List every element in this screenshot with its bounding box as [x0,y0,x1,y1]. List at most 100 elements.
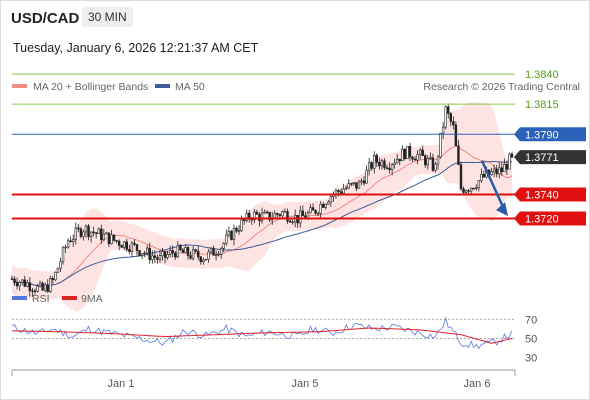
candle-body [327,201,330,205]
candle [301,205,305,216]
candle-body [245,212,248,221]
candle-body [194,249,197,252]
candle [362,176,366,186]
ma50-line [11,161,513,287]
candle-body [143,252,146,255]
candle [413,156,417,161]
candle-body [286,211,289,222]
candle [324,203,327,210]
candle-body [467,190,470,192]
level-1-3790-tag [514,127,586,142]
candle-body [347,183,350,189]
candle [43,282,47,293]
candle [21,279,24,286]
candle-body [10,278,14,280]
candle-body [18,282,21,287]
candle [31,288,34,297]
ma50-legend-swatch [155,84,170,88]
candle [33,288,37,295]
candle-body [350,183,353,185]
candle-body [227,230,231,236]
candle [390,163,394,176]
candle [375,153,378,168]
candle-body [452,121,455,126]
candle [153,250,157,263]
candle [120,244,123,248]
key-levels: 1.3840 1.3815 1.3790 1.3740 1.3720 1.3771 [12,69,586,226]
candle [411,155,414,163]
candle-body [46,284,49,292]
candle [431,153,435,173]
candle-body [288,220,292,223]
candle-body [161,251,164,256]
candle-body [163,251,167,258]
candle [286,208,289,224]
candle-body [105,232,108,235]
candle-body [322,203,325,208]
candle-body [176,244,180,258]
candle-body [436,156,440,165]
candle-body [342,188,345,194]
candle-body [49,278,52,292]
candle [69,236,72,243]
candle-body [505,164,509,170]
candle-body [237,230,241,232]
candle-body [263,211,266,214]
candle-body [352,182,356,184]
candle [26,279,29,288]
candle-body [299,210,302,224]
candle [105,231,108,235]
candle [125,238,128,252]
candle [128,244,131,255]
candle-body [380,160,384,167]
candle [23,275,26,288]
candle [212,245,215,256]
candle-body [444,106,447,128]
ma20-legend-swatch [12,84,27,88]
rsi-legend-label: RSI [32,293,50,305]
candle-body [454,124,458,147]
candle [329,194,333,207]
candle-body [212,247,215,256]
candle-body [462,188,465,193]
candle [82,229,85,241]
candle-body [140,253,144,256]
candle-body [107,232,111,245]
candle-body [413,158,417,161]
candle-body [373,155,376,169]
candle [64,244,67,253]
candle [401,145,404,162]
candle-body [72,238,75,242]
candle [94,232,98,239]
candle [467,188,470,194]
candle [421,145,424,157]
candle [245,209,248,223]
candle [191,246,195,261]
candle [100,224,103,244]
current-price-tag [514,150,586,165]
candle [490,167,493,176]
candle-body [378,161,381,167]
candle-body [388,167,391,171]
candle-body [89,231,93,238]
candle [255,209,259,215]
candle-body [418,149,422,155]
candle-body [421,149,424,157]
candle [18,280,21,291]
candle-body [82,231,85,237]
timeframe-badge[interactable]: 30 MIN [82,7,133,27]
candle-body [355,182,358,189]
candle [151,250,154,264]
candle [209,247,213,255]
candle-body [181,249,185,253]
candle-body [260,212,264,222]
candle-body [214,254,218,256]
level-1-3740-label: 1.3740 [525,189,559,201]
candle-body [23,279,26,287]
candle [72,234,75,247]
candle [350,182,353,187]
candle [77,224,80,233]
candle-body [401,148,404,162]
candle-body [202,259,205,263]
candle [268,211,271,223]
